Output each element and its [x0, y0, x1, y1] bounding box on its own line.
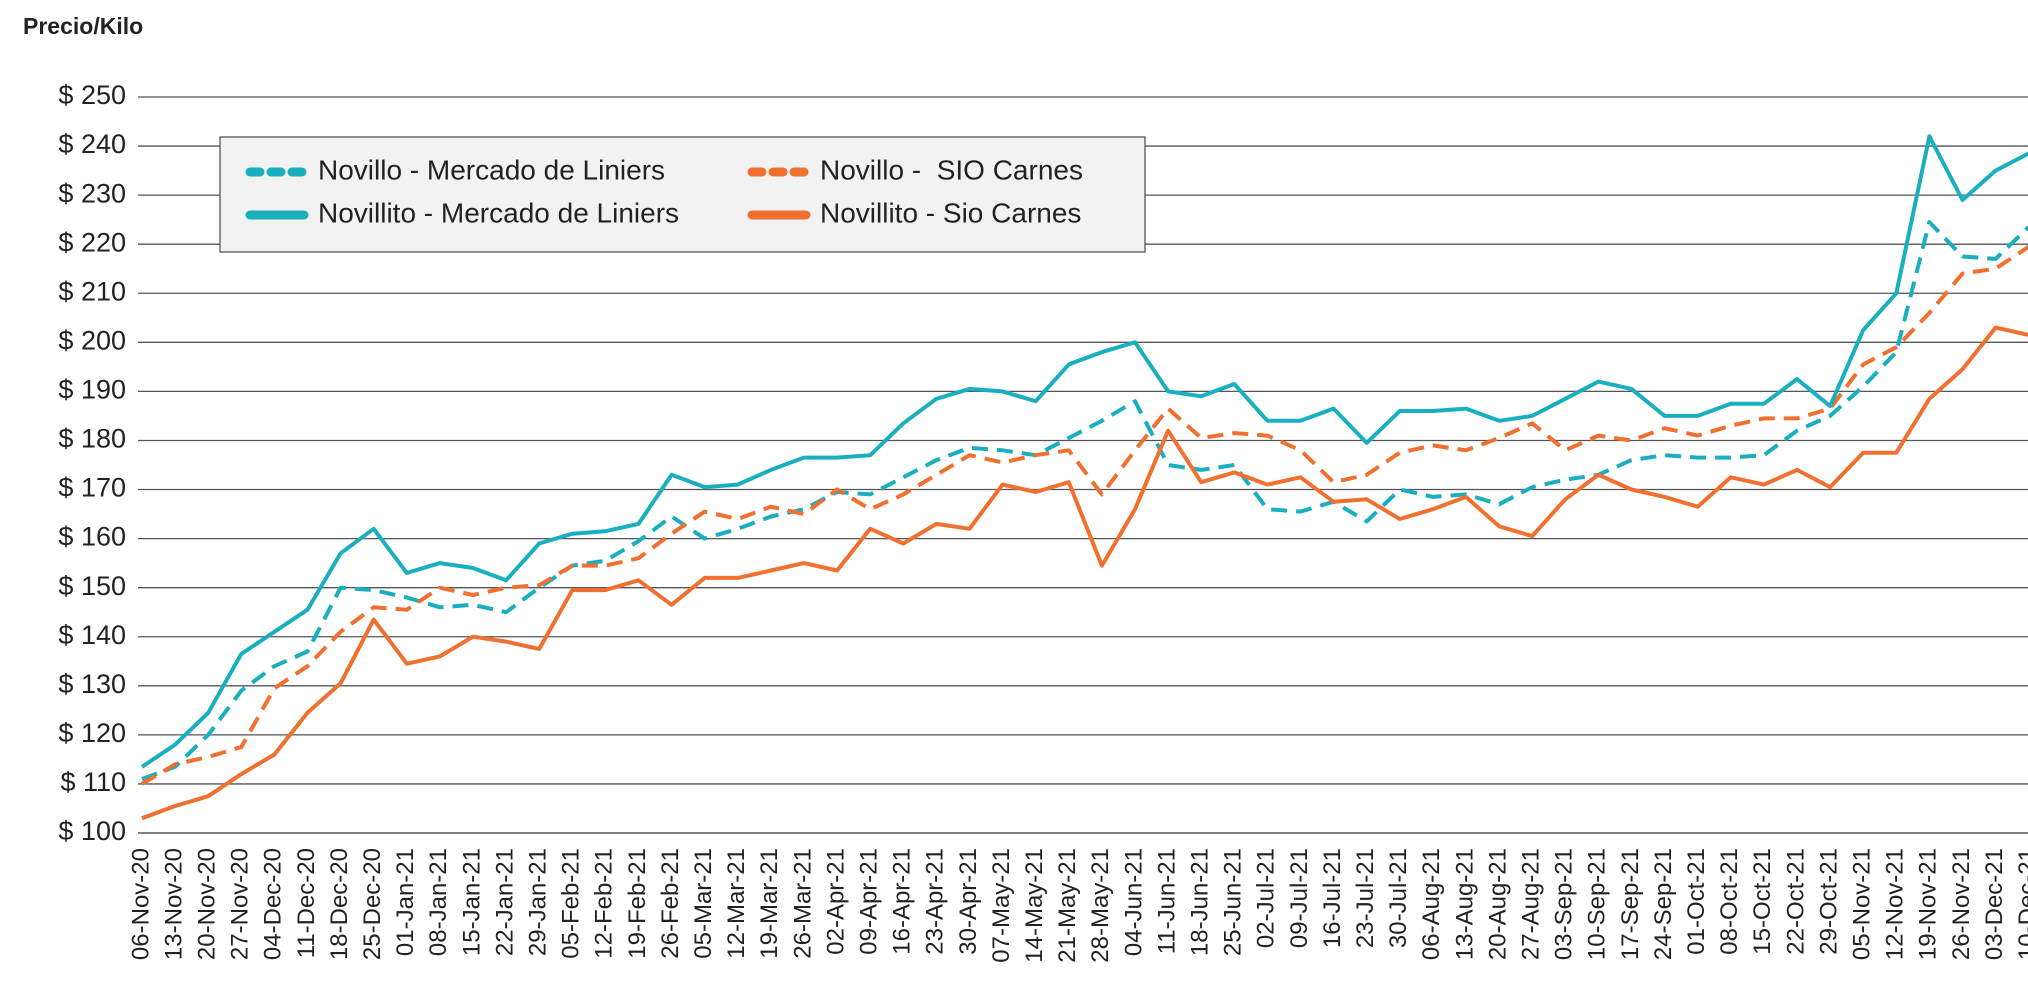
legend-label: Novillito - Sio Carnes [820, 197, 1081, 228]
series-line [141, 220, 2028, 781]
x-tick-label: 03-Dec-21 [1981, 848, 2008, 960]
x-tick-label: 25-Jun-21 [1220, 848, 1247, 956]
series-line [140, 134, 2028, 769]
x-tick-label: 22-Oct-21 [1782, 848, 1809, 955]
x-tick-label: 16-Jul-21 [1319, 848, 1346, 948]
y-tick-label: $ 110 [60, 767, 126, 797]
x-tick-label: 28-May-21 [1087, 848, 1114, 963]
x-tick-label: 16-Apr-21 [889, 848, 916, 955]
x-tick-label: 12-Feb-21 [591, 848, 618, 959]
x-tick-label: 17-Sep-21 [1617, 848, 1644, 960]
legend-label: Novillo - SIO Carnes [820, 154, 1083, 185]
y-tick-label: $ 100 [58, 816, 126, 846]
x-tick-label: 08-Oct-21 [1716, 848, 1743, 955]
x-tick-label: 30-Apr-21 [955, 848, 982, 955]
x-tick-label: 11-Jun-21 [1153, 848, 1180, 954]
y-tick-label: $ 220 [58, 227, 126, 257]
x-tick-label: 20-Nov-20 [194, 848, 221, 960]
x-tick-label: 30-Jul-21 [1385, 848, 1412, 948]
x-tick-label: 15-Jan-21 [458, 848, 485, 956]
x-tick-label: 27-Aug-21 [1518, 848, 1545, 960]
y-tick-label: $ 250 [58, 80, 126, 110]
y-tick-label: $ 170 [58, 473, 126, 503]
x-tick-label: 03-Sep-21 [1551, 848, 1578, 960]
legend-box [219, 136, 1146, 253]
x-tick-label: 11-Dec-20 [293, 848, 320, 958]
x-tick-label: 18-Jun-21 [1187, 848, 1214, 956]
x-tick-label: 04-Dec-20 [260, 848, 287, 960]
y-axis-label: Precio/Kilo [23, 13, 143, 39]
x-tick-label: 07-May-21 [988, 848, 1015, 963]
x-tick-label: 01-Jan-21 [392, 848, 419, 956]
y-tick-label: $ 240 [58, 129, 126, 159]
y-tick-label: $ 180 [58, 424, 126, 454]
x-tick-label: 02-Jul-21 [1253, 848, 1280, 948]
x-tick-label: 19-Feb-21 [624, 848, 651, 959]
legend-label: Novillo - Mercado de Liniers [318, 154, 665, 185]
x-tick-label: 22-Jan-21 [491, 848, 518, 956]
x-tick-label: 19-Mar-21 [756, 848, 783, 959]
x-tick-label: 26-Nov-21 [1948, 848, 1975, 960]
grid: $ 100 $ 110 $ 120 $ 130 $ 140 $ 150 $ 160 $ 170… [58, 80, 2028, 963]
y-tick-label: $ 230 [58, 178, 126, 208]
series-line [141, 325, 2028, 821]
x-tick-label: 05-Feb-21 [558, 848, 585, 959]
x-tick-label: 27-Nov-20 [227, 848, 254, 960]
x-tick-label: 04-Jun-21 [1120, 848, 1147, 956]
x-tick-label: 14-May-21 [1021, 848, 1048, 963]
x-tick-label: 21-May-21 [1054, 848, 1081, 963]
x-tick-label: 09-Apr-21 [856, 848, 883, 955]
y-tick-label: $ 140 [58, 620, 126, 650]
y-tick-label: $ 190 [58, 375, 126, 405]
series-line [140, 245, 2028, 786]
x-tick-label: 20-Aug-21 [1484, 848, 1511, 960]
y-tick-label: $ 160 [58, 522, 126, 552]
x-tick-label: 05-Mar-21 [690, 848, 717, 959]
x-tick-label: 25-Dec-20 [359, 848, 386, 960]
x-tick-label: 23-Apr-21 [922, 848, 949, 955]
x-tick-label: 23-Jul-21 [1352, 848, 1379, 948]
y-tick-label: $ 130 [58, 669, 126, 699]
x-tick-label: 08-Jan-21 [425, 848, 452, 956]
x-tick-label: 18-Dec-20 [326, 848, 353, 960]
x-tick-label: 01-Oct-21 [1683, 848, 1710, 955]
x-tick-label: 13-Nov-20 [160, 848, 187, 960]
x-tick-label: 06-Nov-20 [127, 848, 154, 960]
x-tick-label: 10-Dec-21 [2014, 848, 2028, 960]
x-tick-label: 05-Nov-21 [1849, 848, 1876, 960]
x-tick-label: 26-Mar-21 [789, 848, 816, 959]
legend-label: Novillito - Mercado de Liniers [318, 197, 679, 228]
x-tick-label: 29-Oct-21 [1815, 848, 1842, 955]
plot-lines [140, 134, 2028, 821]
y-tick-label: $ 210 [58, 276, 126, 306]
x-tick-label: 12-Mar-21 [723, 848, 750, 959]
legend: Novillo - Mercado de Liniers Novillo - SI… [219, 136, 1146, 253]
x-tick-label: 29-Jan-21 [525, 848, 552, 956]
x-tick-label: 12-Nov-21 [1882, 848, 1909, 960]
x-tick-label: 24-Sep-21 [1650, 848, 1677, 960]
x-tick-label: 19-Nov-21 [1915, 848, 1942, 960]
x-tick-label: 02-Apr-21 [822, 848, 849, 955]
x-tick-label: 09-Jul-21 [1286, 848, 1313, 948]
x-tick-label: 06-Aug-21 [1418, 848, 1445, 960]
x-tick-label: 13-Aug-21 [1451, 848, 1478, 960]
y-tick-label: $ 150 [58, 571, 126, 601]
y-tick-label: $ 200 [58, 325, 126, 355]
y-tick-label: $ 120 [58, 718, 126, 748]
x-tick-label: 10-Sep-21 [1584, 848, 1611, 960]
x-tick-label: 15-Oct-21 [1749, 848, 1776, 955]
x-tick-label: 26-Feb-21 [657, 848, 684, 959]
